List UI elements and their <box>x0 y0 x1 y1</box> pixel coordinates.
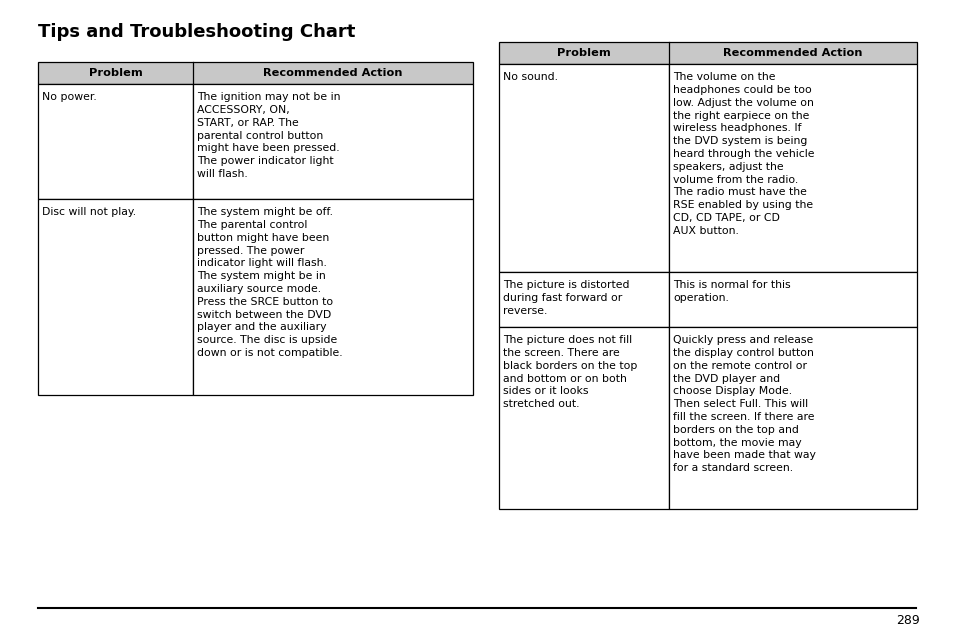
Text: Disc will not play.: Disc will not play. <box>42 207 136 218</box>
Bar <box>38 84 193 199</box>
Bar <box>498 42 916 64</box>
Text: The system might be off.
The parental control
button might have been
pressed. Th: The system might be off. The parental co… <box>196 207 342 358</box>
Bar <box>193 84 473 199</box>
Text: No power.: No power. <box>42 92 96 102</box>
Text: The volume on the
headphones could be too
low. Adjust the volume on
the right ea: The volume on the headphones could be to… <box>672 73 814 236</box>
Text: Quickly press and release
the display control button
on the remote control or
th: Quickly press and release the display co… <box>672 335 815 473</box>
Text: Problem: Problem <box>557 48 610 58</box>
Text: The picture is distorted
during fast forward or
reverse.: The picture is distorted during fast for… <box>502 280 629 316</box>
Bar <box>668 272 916 327</box>
Text: The ignition may not be in
ACCESSORY, ON,
START, or RAP. The
parental control bu: The ignition may not be in ACCESSORY, ON… <box>196 92 340 179</box>
Text: This is normal for this
operation.: This is normal for this operation. <box>672 280 790 303</box>
Bar <box>668 64 916 272</box>
Bar <box>498 64 668 272</box>
Text: Recommended Action: Recommended Action <box>263 68 402 78</box>
Text: Problem: Problem <box>89 68 142 78</box>
Bar <box>498 272 668 327</box>
Bar <box>498 327 668 509</box>
Text: 289: 289 <box>895 614 919 626</box>
Bar <box>193 199 473 395</box>
Bar <box>668 327 916 509</box>
Text: The picture does not fill
the screen. There are
black borders on the top
and bot: The picture does not fill the screen. Th… <box>502 335 637 410</box>
Bar <box>38 62 473 84</box>
Text: Tips and Troubleshooting Chart: Tips and Troubleshooting Chart <box>38 23 355 41</box>
Text: No sound.: No sound. <box>502 73 558 82</box>
Text: Recommended Action: Recommended Action <box>722 48 862 58</box>
Bar <box>38 199 193 395</box>
